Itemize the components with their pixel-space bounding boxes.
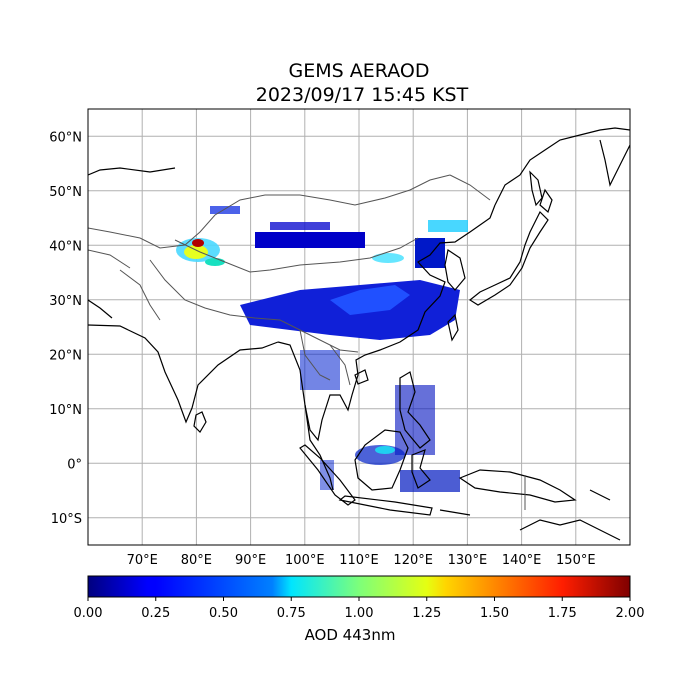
coastline-korea: [444, 249, 466, 291]
aod-patch-sumatra: [320, 460, 334, 490]
country-borders: [88, 174, 526, 510]
lon-tick-label: 90°E: [235, 553, 266, 568]
lat-tick-label: 60°N: [49, 130, 82, 145]
lon-tick-label: 80°E: [181, 553, 212, 568]
colorbar-tick-label: 0.25: [141, 606, 170, 621]
coastline-hokkaido: [539, 188, 553, 214]
border-myanmar-thailand: [299, 329, 331, 381]
coastline-west: [88, 299, 113, 319]
colorbar-tick-label: 1.75: [548, 606, 577, 621]
lat-tick-label: 20°N: [49, 348, 82, 363]
aod-patch-indonesia: [400, 470, 460, 492]
coastline-australia: [519, 519, 621, 541]
lon-tick-label: 70°E: [127, 553, 158, 568]
aod-patch-sichuan: [330, 285, 410, 315]
map-title-line1: GEMS AERAOD: [288, 60, 430, 82]
coastline-malay: [304, 404, 334, 491]
lat-tick-label: 10°S: [51, 512, 82, 527]
coastline-lesser-sunda: [439, 509, 471, 516]
colorbar-tick-label: 1.25: [412, 606, 441, 621]
coastline-sumatra: [299, 444, 356, 506]
aod-patch-tarim-core: [184, 245, 208, 259]
colorbar: [87, 575, 631, 598]
lon-tick-label: 150°E: [556, 553, 596, 568]
coastline-arctic: [88, 167, 176, 176]
latitude-labels: 60°N 50°N 40°N 30°N 20°N 10°N 0° 10°S: [49, 130, 82, 527]
colorbar-tick-label: 2.00: [616, 606, 645, 621]
aod-retrievals: [176, 206, 468, 492]
coastlines: [88, 127, 630, 541]
coastline-china-indochina: [277, 204, 496, 442]
lat-tick-label: 10°N: [49, 403, 82, 418]
coastline-sakhalin: [529, 170, 543, 207]
colorbar-tick-label: 1.50: [480, 606, 509, 621]
aod-patch-dzungaria: [210, 206, 240, 214]
border-himalaya: [149, 259, 359, 353]
border-pakistan: [119, 269, 161, 321]
border-central-asia: [88, 249, 131, 269]
coastline-hainan: [354, 369, 369, 385]
lat-tick-label: 0°: [67, 457, 82, 472]
coastline-sulawesi: [411, 449, 431, 489]
coastline-new-guinea: [458, 469, 577, 503]
border-china-mongolia: [174, 237, 419, 273]
aod-patch-borneo-core: [375, 446, 395, 454]
colorbar-ticks: 0.00 0.25 0.50 0.75 1.00 1.25 1.50 1.75 2.00: [74, 597, 645, 621]
lat-tick-label: 50°N: [49, 185, 82, 200]
border-ne-china: [449, 174, 491, 201]
coastline-kamchatka: [599, 139, 630, 187]
lon-tick-label: 100°E: [285, 553, 325, 568]
colorbar-tick-label: 1.00: [345, 606, 374, 621]
aod-patch-manchuria: [428, 220, 468, 232]
coastline-japan: [468, 210, 549, 306]
lon-tick-label: 110°E: [339, 553, 379, 568]
aod-patch-north-china: [372, 253, 404, 263]
coastline-sri-lanka: [193, 411, 207, 433]
colorbar-tick-label: 0.50: [209, 606, 238, 621]
coastline-far-east: [494, 127, 630, 206]
colorbar-label: AOD 443nm: [304, 626, 396, 644]
aod-patch-tarim-max: [192, 239, 204, 247]
coastline-java: [338, 495, 433, 516]
coastline-borneo: [354, 429, 409, 491]
map-title-line2: 2023/09/17 15:45 KST: [255, 84, 469, 106]
lon-tick-label: 120°E: [393, 553, 433, 568]
lon-tick-label: 130°E: [448, 553, 488, 568]
colorbar-tick-label: 0.75: [277, 606, 306, 621]
coastline-philippines: [399, 371, 431, 449]
coastline-taiwan: [447, 313, 459, 342]
longitude-labels: 70°E 80°E 90°E 100°E 110°E 120°E 130°E 140°E 150…: [127, 553, 596, 568]
lat-tick-label: 40°N: [49, 239, 82, 254]
lon-tick-label: 140°E: [502, 553, 542, 568]
aod-patch-gobi: [255, 232, 365, 248]
lat-tick-label: 30°N: [49, 294, 82, 309]
colorbar-tick-label: 0.00: [74, 606, 103, 621]
aod-patch-gobi-north: [270, 222, 330, 230]
border-laos-vietnam: [329, 344, 351, 386]
map-frame: [87, 108, 631, 546]
coastline-solomons: [589, 489, 611, 501]
coastline-india: [88, 324, 279, 424]
border-russia-south: [88, 174, 451, 249]
aod-patch-tarim-east: [205, 258, 225, 266]
